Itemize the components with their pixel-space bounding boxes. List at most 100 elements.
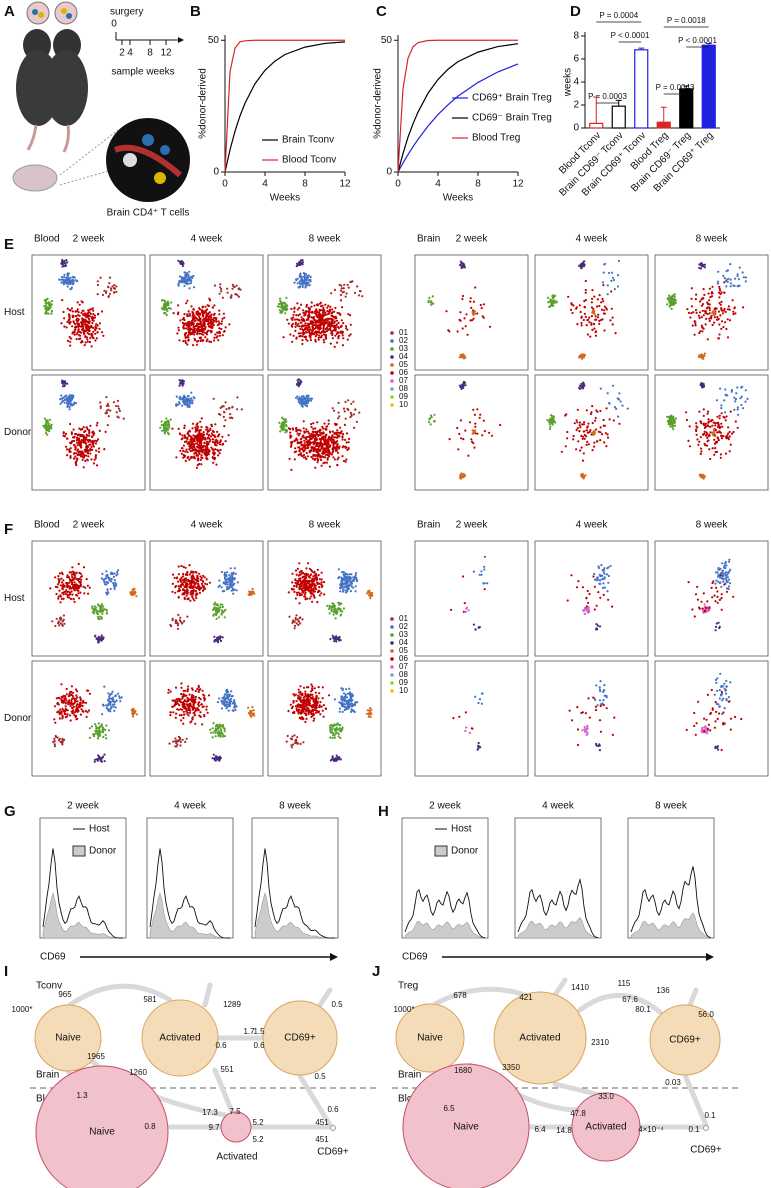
cell-dot	[61, 587, 64, 590]
cell-dot	[167, 433, 170, 436]
cell-dot	[77, 586, 80, 589]
cell-dot	[303, 324, 306, 327]
cell-dot	[316, 455, 319, 458]
cell-dot	[720, 437, 724, 440]
cell-dot	[201, 315, 204, 318]
cell-dot	[66, 285, 69, 288]
cell-dot	[67, 584, 70, 588]
cell-dot	[724, 452, 728, 455]
cell-dot	[81, 709, 84, 713]
cell-dot	[688, 425, 691, 428]
cell-dot	[744, 276, 748, 279]
cell-dot	[717, 310, 721, 313]
series-line	[224, 41, 346, 173]
cell-dot	[283, 306, 286, 309]
cell-dot	[63, 585, 66, 588]
cell-dot	[45, 429, 48, 432]
cell-dot	[188, 279, 191, 282]
cell-dot	[76, 331, 79, 334]
cell-dot	[333, 310, 336, 313]
cell-dot	[314, 321, 317, 324]
cell-dot	[746, 397, 749, 400]
cell-dot	[59, 708, 62, 711]
cell-dot	[301, 443, 304, 446]
cell-dot	[187, 273, 190, 276]
cell-dot	[89, 424, 92, 427]
cell-dot	[276, 305, 279, 308]
cell-dot	[206, 426, 209, 430]
cell-dot	[206, 331, 209, 334]
cell-dot	[706, 302, 710, 306]
cell-dot	[74, 315, 78, 318]
cell-dot	[174, 585, 177, 589]
cell-dot	[325, 428, 328, 431]
cell-dot	[48, 301, 51, 304]
cell-dot	[104, 430, 107, 433]
cell-dot	[294, 329, 297, 332]
cell-dot	[709, 431, 712, 434]
cell-dot	[591, 297, 594, 300]
cell-dot	[66, 261, 69, 264]
cell-dot	[219, 283, 222, 286]
cell-dot	[73, 333, 76, 336]
cell-dot	[316, 453, 320, 456]
cell-dot	[608, 418, 611, 421]
cell-dot	[199, 317, 202, 320]
cell-dot	[93, 760, 96, 763]
cell-dot	[167, 306, 171, 310]
cell-dot	[191, 311, 194, 314]
cell-dot	[478, 416, 481, 419]
cell-dot	[213, 336, 216, 339]
cell-dot	[708, 309, 711, 312]
cell-dot	[96, 638, 99, 641]
cell-dot	[612, 384, 615, 387]
cell-dot	[347, 447, 350, 450]
cell-dot	[578, 304, 581, 307]
cell-dot	[189, 321, 192, 324]
cell-dot	[342, 432, 345, 436]
cell-dot	[741, 271, 744, 274]
cell-dot	[220, 288, 223, 291]
cell-dot	[134, 591, 137, 594]
cell-dot	[193, 449, 196, 452]
cell-dot	[84, 459, 87, 462]
cell-dot	[198, 307, 201, 310]
cell-dot	[207, 325, 210, 328]
cell-dot	[729, 278, 732, 281]
cell-dot	[217, 434, 220, 437]
cell-dot	[220, 327, 223, 331]
cell-dot	[62, 614, 65, 617]
cell-dot	[458, 432, 461, 435]
cell-dot	[119, 700, 122, 703]
cell-dot	[296, 302, 299, 305]
cell-dot	[579, 266, 583, 269]
cell-dot	[63, 401, 66, 404]
cell-dot	[341, 455, 344, 458]
cell-dot	[108, 282, 111, 285]
cell-dot	[551, 297, 554, 300]
cell-dot	[61, 581, 64, 584]
cell-dot	[64, 380, 67, 383]
cell-dot	[591, 405, 594, 408]
cell-dot	[191, 445, 194, 448]
week-label: 8 week	[696, 234, 729, 245]
cell-dot	[298, 446, 301, 449]
cell-dot	[74, 697, 77, 700]
cell-dot	[703, 266, 707, 269]
p-value: P = 0.0043	[656, 83, 695, 92]
cell-dot	[695, 433, 698, 436]
cell-dot	[718, 414, 721, 417]
cell-dot	[114, 584, 118, 587]
cell-dot	[200, 417, 203, 420]
cell-dot	[79, 701, 82, 705]
cell-dot	[84, 335, 87, 339]
cell-dot	[734, 312, 737, 315]
cell-dot	[672, 428, 675, 431]
cell-dot	[672, 294, 675, 297]
cell-dot	[118, 695, 121, 698]
cell-dot	[74, 445, 77, 448]
cell-dot	[185, 302, 188, 305]
cell-dot	[586, 440, 589, 443]
cell-dot	[694, 309, 698, 312]
cell-dot	[77, 592, 80, 595]
